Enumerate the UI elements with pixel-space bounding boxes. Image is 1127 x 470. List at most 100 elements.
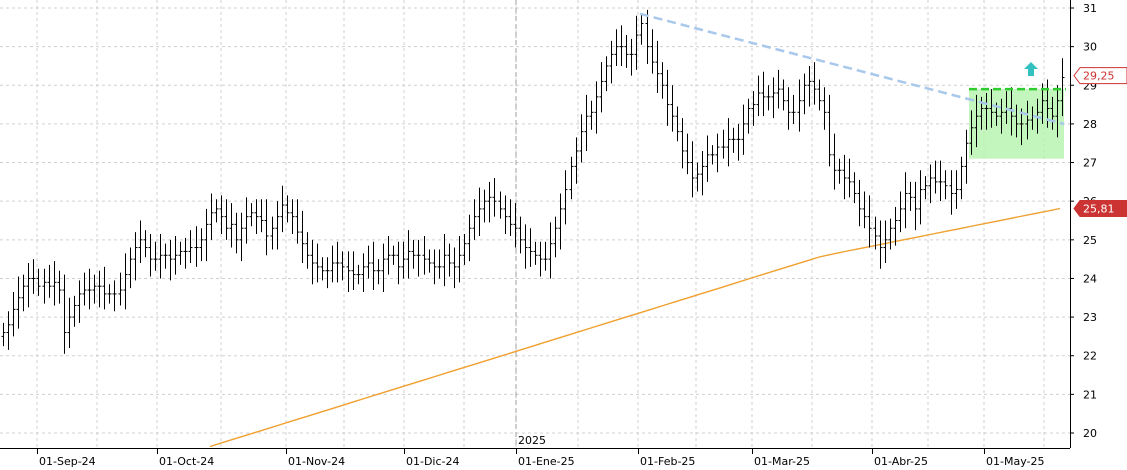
ohlc-bar — [305, 232, 310, 269]
ohlc-bar — [731, 127, 736, 153]
ohlc-bar — [31, 259, 36, 294]
ohlc-bar — [726, 118, 731, 167]
ohlc-bar — [807, 65, 812, 107]
ohlc-bar — [776, 69, 781, 109]
ohlc-bar — [589, 100, 594, 130]
ohlc-bar — [680, 118, 685, 169]
ohlc-bar — [766, 85, 771, 111]
ohlc-bar — [285, 195, 290, 223]
y-tick-label: 25 — [1083, 234, 1097, 247]
x-tick-label: 01-May-25 — [986, 455, 1044, 468]
ohlc-bar — [862, 191, 867, 229]
ohlc-bar — [82, 272, 87, 306]
ohlc-bar — [62, 274, 67, 354]
ohlc-bar — [280, 185, 285, 233]
ohlc-bar — [148, 234, 153, 277]
ohlc-bar — [721, 129, 726, 159]
ohlc-bar — [138, 220, 143, 263]
x-tick-label: 01-Feb-25 — [640, 455, 695, 468]
ohlc-bar — [817, 79, 822, 111]
ohlc-bar — [1, 322, 6, 347]
ohlc-bar — [655, 40, 660, 93]
ohlc-bar — [969, 110, 974, 155]
ohlc-bar — [52, 261, 57, 306]
ohlc-bar — [310, 239, 315, 285]
ohlc-bar — [133, 232, 138, 281]
ohlc-bar — [416, 239, 421, 277]
ohlc-bar — [579, 114, 584, 163]
ohlc-bar — [219, 195, 224, 235]
ohlc-bar — [42, 268, 47, 304]
ohlc-bar — [351, 251, 356, 291]
ohlc-bar — [335, 241, 340, 283]
ohlc-bar — [183, 237, 188, 269]
ohlc-bar — [943, 170, 948, 200]
ohlc-bar — [797, 79, 802, 132]
ohlc-bar — [650, 29, 655, 74]
ohlc-bar — [523, 224, 528, 269]
ohlc-bar — [224, 199, 229, 240]
y-tick-label: 22 — [1083, 350, 1097, 363]
ohlc-bar — [275, 201, 280, 250]
ohlc-bar — [467, 214, 472, 262]
ohlc-bar — [1025, 100, 1030, 140]
ohlc-bar — [361, 253, 366, 292]
ohlc-bar — [391, 245, 396, 265]
ohlc-bar — [158, 234, 163, 279]
ohlc-bar — [447, 243, 452, 277]
ohlc-bar — [893, 206, 898, 246]
y-tick-label: 21 — [1083, 388, 1097, 401]
ohlc-bar — [452, 247, 457, 289]
ohlc-bar — [832, 133, 837, 190]
ohlc-bar — [842, 154, 847, 200]
ohlc-bar — [92, 274, 97, 304]
moving-average-line — [209, 207, 1061, 448]
ohlc-bar — [756, 75, 761, 117]
ohlc-bar — [259, 199, 264, 233]
ohlc-bar — [786, 87, 791, 130]
x-tick-label: 01-Dic-24 — [406, 455, 460, 468]
ohlc-bar — [472, 199, 477, 240]
ohlc-bar — [609, 40, 614, 84]
ohlc-bar — [1014, 104, 1019, 138]
ohlc-bar — [406, 230, 411, 279]
x-tick-label: 01-Oct-24 — [159, 455, 214, 468]
price-value-badge: 29,25 — [1073, 67, 1127, 85]
ohlc-bar — [974, 94, 979, 148]
ohlc-bar — [239, 212, 244, 262]
ohlc-bar — [533, 241, 538, 265]
ohlc-bar — [594, 81, 599, 134]
ohlc-bar — [999, 98, 1004, 134]
ohlc-bar — [249, 203, 254, 227]
ohlc-bar — [244, 197, 249, 244]
ohlc-bar — [330, 245, 335, 283]
x-axis-background — [0, 448, 1127, 470]
ohlc-bar — [949, 170, 954, 215]
ohlc-bar — [487, 181, 492, 223]
ohlc-bar — [913, 181, 918, 231]
ohlc-bar — [67, 297, 72, 348]
ohlc-bar — [371, 241, 376, 291]
ohlc-bar — [173, 235, 178, 275]
ohlc-bar — [356, 264, 361, 285]
ohlc-bar — [665, 69, 670, 126]
ohlc-bar — [6, 311, 11, 350]
ohlc-bar — [153, 241, 158, 271]
ohlc-bar — [214, 199, 219, 223]
ohlc-bar — [87, 268, 92, 310]
ohlc-bar — [47, 264, 52, 298]
ohlc-bar — [411, 239, 416, 269]
ohlc-bar — [569, 156, 574, 200]
ohlc-bar — [422, 235, 427, 275]
y-axis-ticks: 202122232425262728293031 — [1070, 2, 1097, 440]
ohlc-bar — [624, 35, 629, 68]
ohlc-bar — [194, 226, 199, 267]
ohlc-bar — [959, 156, 964, 200]
ohlc-bar — [903, 172, 908, 229]
ohlc-bar — [984, 93, 989, 130]
x-axis-ticks: 01-Sep-24 01-Oct-24 01-Nov-24 01-Dic-24 01-E… — [37, 448, 1044, 468]
ohlc-bar — [528, 228, 533, 267]
ohlc-bar — [604, 56, 609, 92]
